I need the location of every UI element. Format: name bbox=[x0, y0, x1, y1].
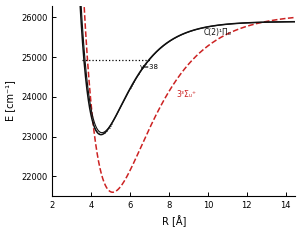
Text: 3³Σᵤ⁺: 3³Σᵤ⁺ bbox=[177, 90, 197, 99]
Text: v=38: v=38 bbox=[140, 64, 159, 70]
Text: C(2)¹Πᵤ: C(2)¹Πᵤ bbox=[204, 28, 232, 37]
X-axis label: R [Å]: R [Å] bbox=[162, 216, 186, 227]
Y-axis label: E [cm⁻¹]: E [cm⁻¹] bbox=[5, 80, 16, 121]
